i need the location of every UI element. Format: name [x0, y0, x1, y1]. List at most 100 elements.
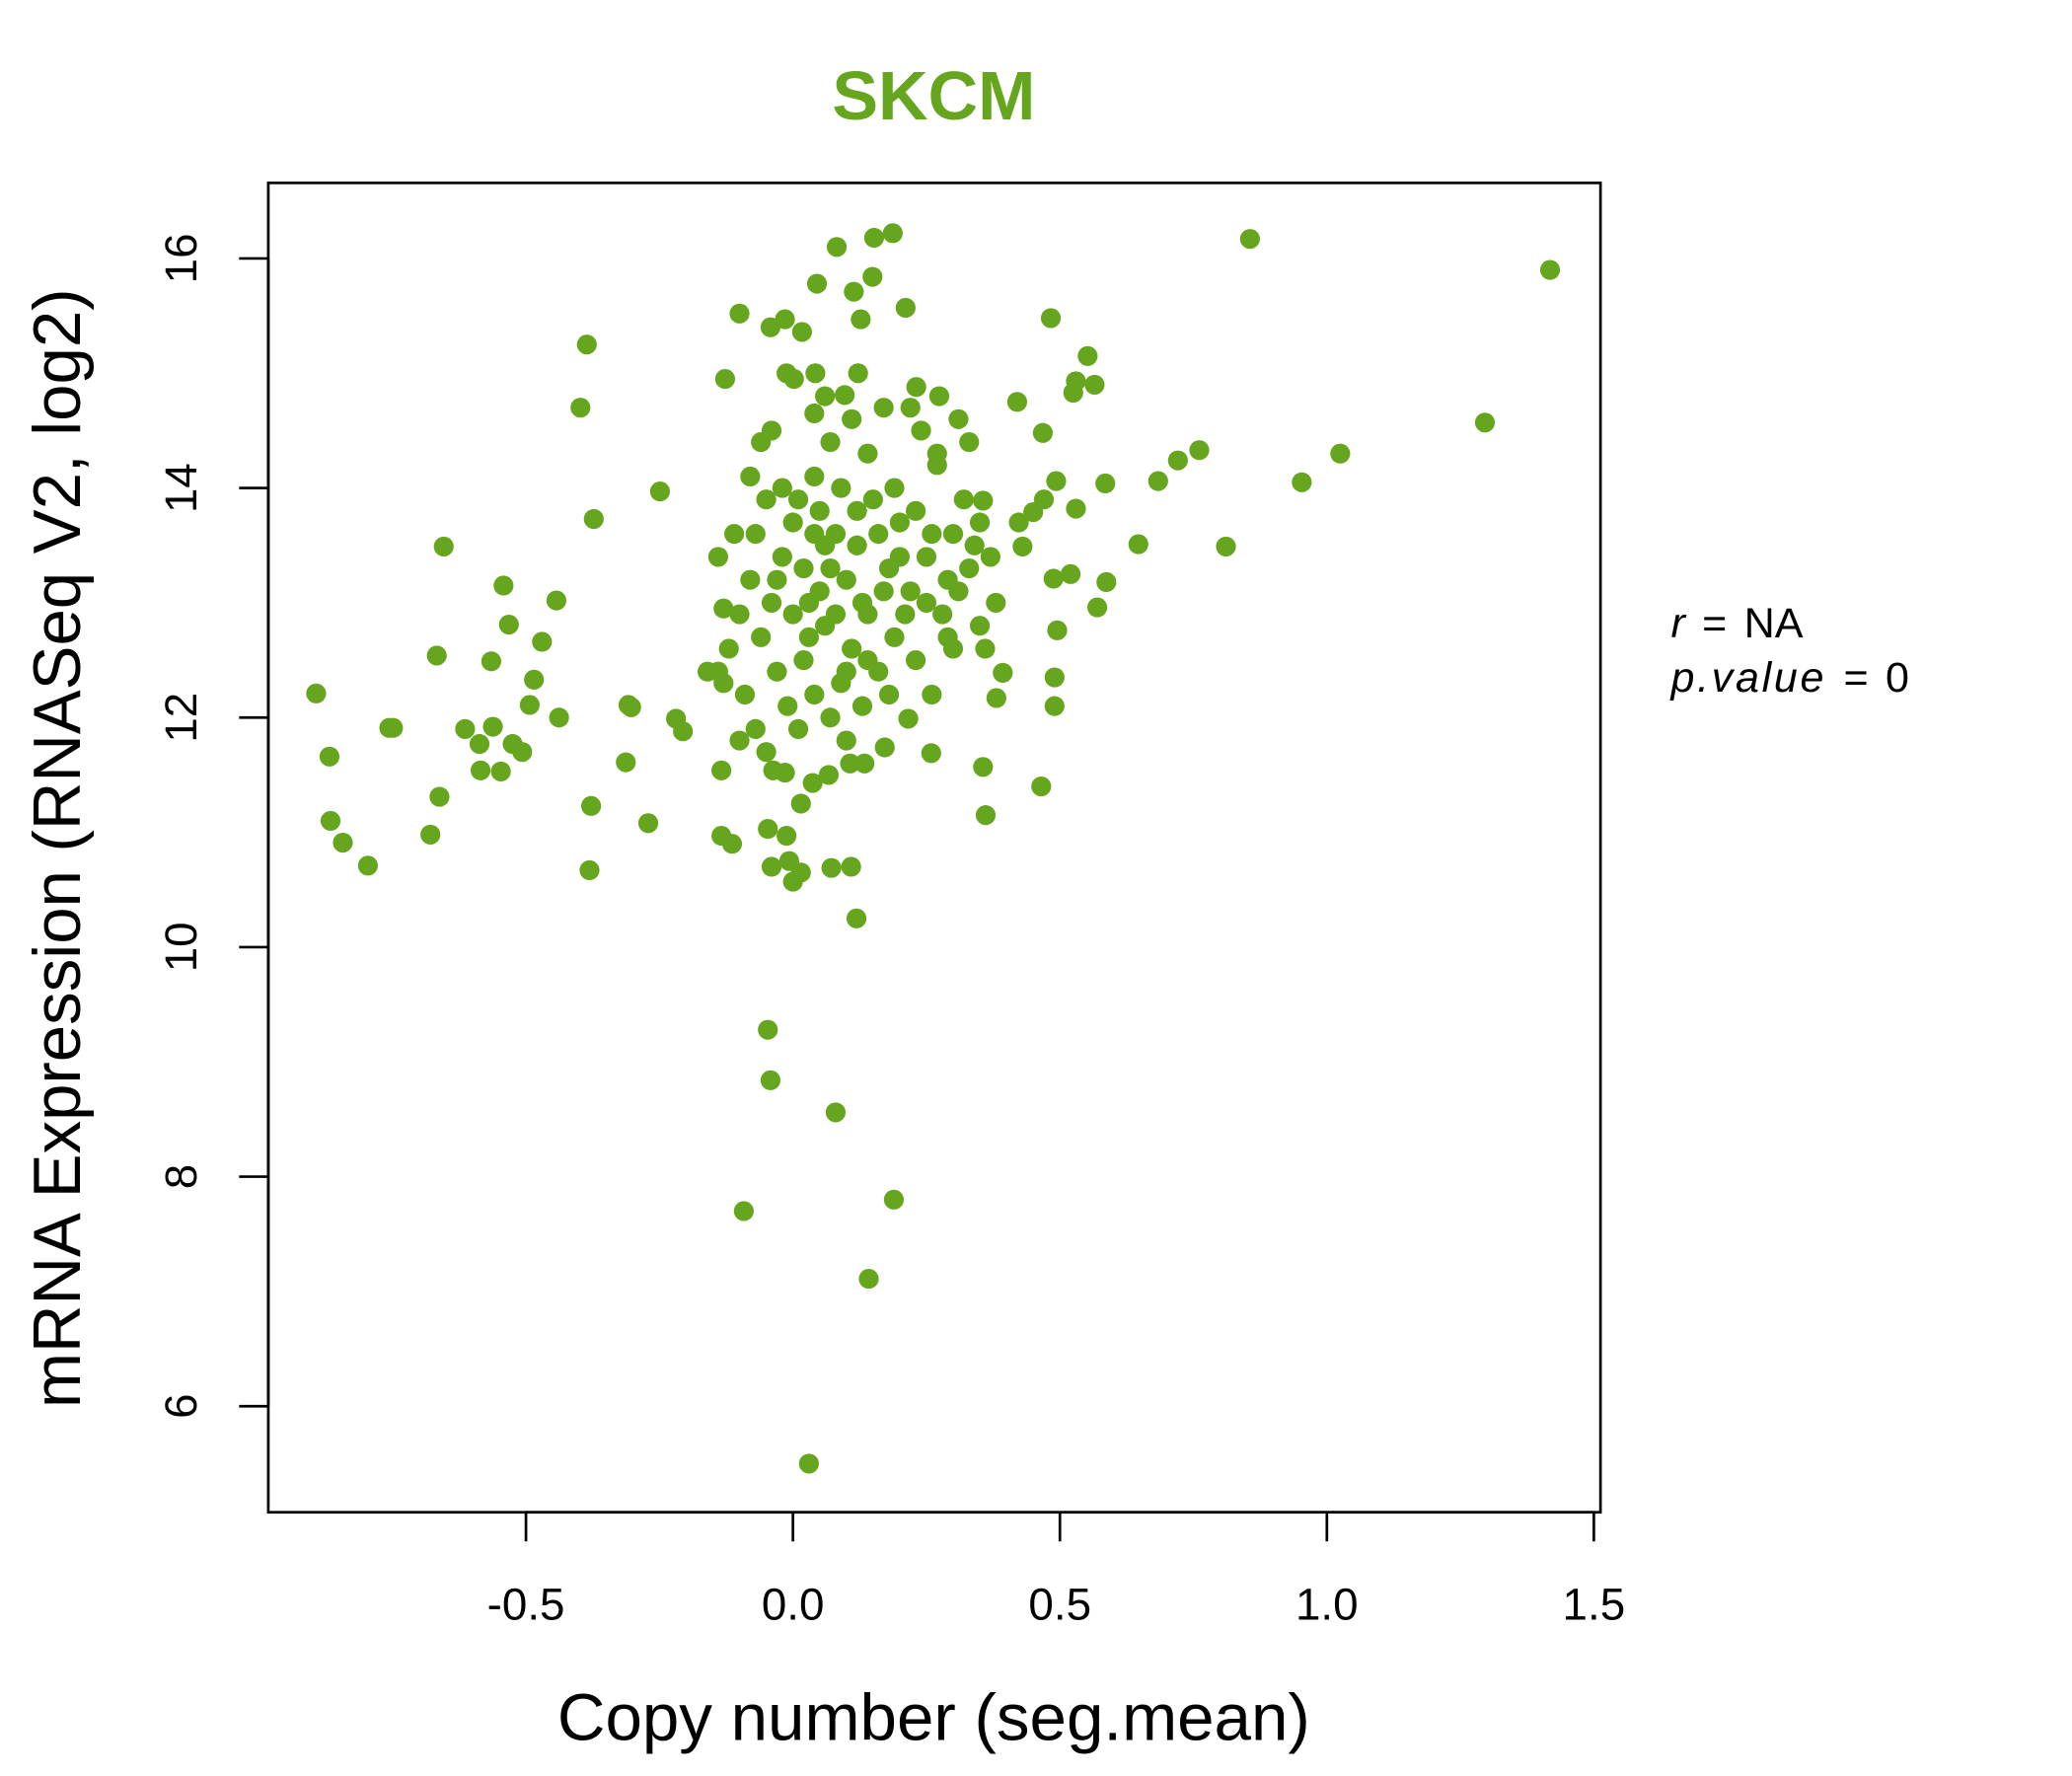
data-point [729, 730, 750, 751]
data-point [1096, 571, 1117, 593]
data-point [804, 684, 825, 705]
data-point [1128, 534, 1148, 555]
data-point [1147, 471, 1168, 491]
data-point [862, 489, 883, 510]
data-point [733, 1201, 754, 1221]
x-tick-label: -0.5 [487, 1580, 565, 1630]
data-point [783, 369, 804, 390]
data-point [579, 859, 600, 881]
data-point [847, 535, 867, 555]
y-tick-label: 6 [156, 1394, 206, 1419]
r-value: NA [1744, 600, 1804, 647]
data-point [1047, 620, 1068, 640]
data-point [959, 431, 980, 453]
data-point [790, 793, 811, 814]
data-point [761, 856, 782, 877]
data-point [993, 662, 1013, 683]
plot-area-frame [266, 182, 1602, 1515]
data-point [821, 857, 842, 878]
data-point [975, 638, 996, 659]
data-point [809, 500, 830, 521]
data-point [1043, 568, 1064, 589]
data-point [697, 661, 718, 682]
x-axis-label: Copy number (seg.mean) [557, 1681, 1310, 1755]
data-point [820, 431, 841, 453]
x-tick-label: 0.0 [762, 1580, 825, 1630]
data-point [826, 237, 848, 258]
data-point [806, 273, 828, 294]
data-point [756, 489, 777, 510]
data-point [857, 443, 878, 464]
data-point [926, 443, 947, 464]
data-point [836, 730, 856, 751]
data-point [932, 604, 953, 625]
data-point [884, 627, 905, 647]
data-point [1044, 696, 1065, 716]
data-point [921, 743, 941, 764]
data-point [889, 547, 910, 567]
data-point [790, 862, 811, 883]
data-point [804, 524, 825, 545]
data-point [767, 661, 787, 682]
data-point [383, 717, 404, 738]
data-point [831, 478, 851, 498]
y-tick-label: 16 [156, 234, 206, 284]
data-point [713, 598, 734, 619]
data-point [758, 1019, 778, 1040]
data-point [820, 557, 841, 579]
data-point [482, 716, 503, 737]
data-point [804, 466, 825, 487]
y-axis-label: mRNA Expression (RNASeq V2, log2) [21, 288, 95, 1407]
data-point [953, 489, 974, 510]
p-annotation: p.value = 0 [1668, 654, 1909, 702]
data-point [357, 855, 378, 876]
data-point [848, 363, 868, 384]
data-point [911, 420, 931, 441]
data-point [767, 569, 787, 590]
data-point [975, 805, 997, 826]
data-point [1216, 536, 1236, 556]
data-point [1330, 443, 1351, 464]
data-point [842, 408, 862, 429]
data-point [1292, 472, 1312, 492]
data-point [734, 684, 756, 705]
data-point [433, 536, 454, 556]
data-point [711, 760, 732, 780]
p-eq: = [1844, 654, 1869, 702]
data-point [616, 752, 636, 773]
data-point [809, 581, 830, 602]
y-axis: 6 8 10 12 14 16 [156, 234, 270, 1419]
data-point [1046, 471, 1067, 491]
data-point [1060, 563, 1081, 584]
points-layer [306, 223, 1561, 1474]
data-point [986, 592, 1006, 613]
data-point [878, 684, 900, 705]
data-point [772, 478, 792, 498]
data-point [840, 753, 860, 774]
data-point [319, 746, 340, 767]
data-point [815, 386, 836, 407]
data-point [729, 604, 750, 625]
data-point [758, 819, 778, 840]
data-point [835, 385, 855, 406]
data-point [798, 627, 819, 647]
data-point [481, 651, 501, 672]
data-point [942, 524, 964, 545]
data-point [469, 733, 490, 755]
data-point [729, 303, 750, 324]
data-point [707, 547, 728, 567]
data-point [570, 398, 591, 418]
data-point [1063, 382, 1083, 404]
data-point [1189, 440, 1210, 461]
data-point [841, 856, 861, 877]
data-point [777, 696, 798, 716]
data-point [900, 581, 921, 602]
data-point [493, 575, 514, 596]
data-point [429, 786, 450, 807]
data-point [621, 697, 641, 717]
x-axis: -0.5 0.0 0.5 1.0 1.5 [487, 1511, 1625, 1630]
data-point [306, 683, 327, 703]
data-point [937, 569, 958, 590]
data-point [862, 266, 883, 287]
